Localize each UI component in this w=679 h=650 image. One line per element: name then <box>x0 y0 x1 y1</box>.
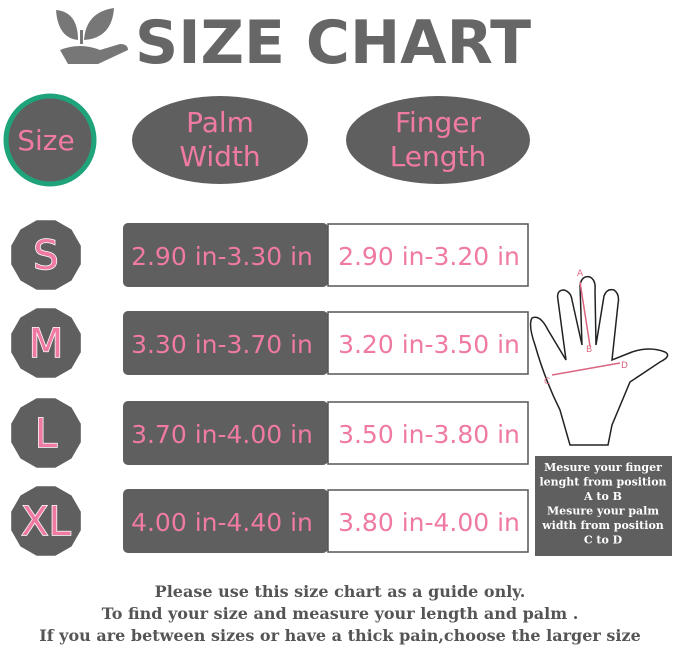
size-label: S <box>33 233 58 279</box>
palm-cell <box>123 311 328 375</box>
size-badge <box>11 220 81 290</box>
palm-header-line2: Width <box>179 140 260 173</box>
footer-line: To find your size and measure your lengt… <box>102 604 579 623</box>
palm-cell <box>123 489 328 553</box>
footer-line: Please use this size chart as a guide on… <box>155 582 526 601</box>
hand-label: D <box>621 361 628 371</box>
note-line: C to D <box>584 534 623 547</box>
size-badge <box>11 398 81 468</box>
hand-label: C <box>544 377 550 387</box>
finger-cell <box>327 311 529 375</box>
finger-value: 3.20 in-3.50 in <box>338 330 520 359</box>
size-badge <box>11 486 81 556</box>
palm-cell <box>123 401 328 465</box>
finger-cell <box>327 401 529 465</box>
palm-header-line1: Palm <box>186 106 254 139</box>
note-line: Mesure your finger <box>544 461 662 474</box>
hand-label: A <box>577 269 584 279</box>
finger-cell <box>327 223 529 287</box>
finger-header-line2: Length <box>390 140 487 173</box>
logo-icon <box>56 8 128 64</box>
finger-header <box>346 96 530 184</box>
note-box <box>535 456 672 556</box>
finger-value: 3.50 in-3.80 in <box>338 420 520 449</box>
size-label: M <box>29 321 64 367</box>
note-line: width from position <box>541 519 664 532</box>
hand-illustration <box>529 275 669 446</box>
note-line: Mesure your palm <box>547 505 659 518</box>
finger-value: 2.90 in-3.20 in <box>338 242 520 271</box>
palm-value: 3.30 in-3.70 in <box>131 330 313 359</box>
footer-line: If you are between sizes or have a thick… <box>39 626 641 645</box>
title: SIZE CHART <box>135 8 531 78</box>
size-header-text: Size <box>17 124 74 157</box>
finger-cell <box>327 489 529 553</box>
size-badge <box>11 308 81 378</box>
finger-value: 3.80 in-4.00 in <box>338 508 520 537</box>
size-label: L <box>35 411 58 457</box>
size-header <box>3 93 97 187</box>
palm-header <box>132 96 308 184</box>
note-line: lenght from position <box>539 476 666 489</box>
palm-value: 2.90 in-3.30 in <box>131 242 313 271</box>
palm-value: 3.70 in-4.00 in <box>131 420 313 449</box>
palm-value: 4.00 in-4.40 in <box>131 508 313 537</box>
palm-cell <box>123 223 328 287</box>
note-line: A to B <box>583 490 622 503</box>
size-label: XL <box>21 499 71 545</box>
hand-label: B <box>586 345 592 355</box>
finger-header-line1: Finger <box>395 106 482 139</box>
